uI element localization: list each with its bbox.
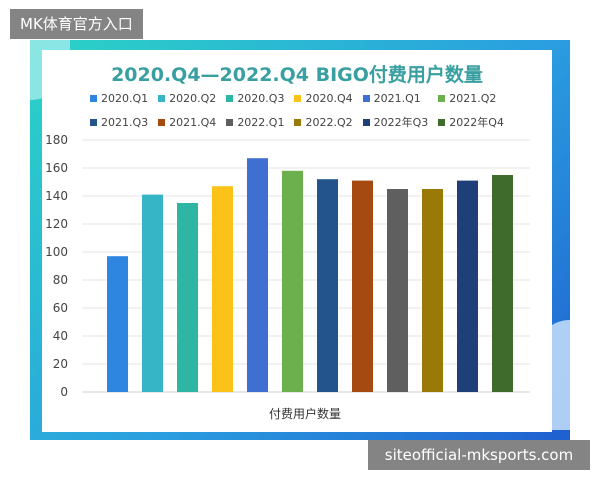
legend-label: 2020.Q3: [237, 92, 285, 105]
legend-item: 2022年Q4: [438, 114, 504, 130]
y-tick-label: 100: [45, 245, 68, 259]
legend-swatch: [294, 95, 302, 102]
legend-item: 2022.Q1: [226, 114, 284, 130]
watermark-bottom: siteofficial-mksports.com: [368, 440, 590, 470]
legend-item: 2020.Q2: [158, 92, 216, 105]
legend-item: 2022年Q3: [362, 114, 429, 130]
legend-swatch: [226, 118, 234, 126]
bar-2022.Q2: [422, 189, 443, 392]
legend-swatch: [90, 95, 97, 102]
legend-item: 2021.Q3: [90, 114, 148, 130]
legend-label: 2022.Q2: [305, 115, 353, 129]
y-tick-label: 160: [45, 161, 68, 175]
y-tick-label: 60: [53, 301, 68, 315]
legend-item: 2021.Q2: [438, 92, 504, 105]
legend-swatch: [438, 118, 446, 126]
legend-swatch: [294, 118, 302, 126]
bar-2021.Q3: [317, 179, 338, 392]
legend-label: 2022年Q4: [449, 116, 504, 129]
bar-2020.Q3: [177, 203, 198, 392]
watermark-top: MK体育官方入口: [10, 9, 143, 39]
bar-2020.Q4: [212, 186, 233, 392]
legend-label: 2021.Q3: [101, 115, 149, 129]
chart-title: 2020.Q4—2022.Q4 BIGO付费用户数量: [111, 64, 483, 86]
legend-item: 2020.Q3: [226, 92, 284, 105]
y-tick-label: 140: [45, 189, 68, 203]
legend-label: 2020.Q4: [305, 92, 353, 105]
bar-2021.Q4: [352, 180, 373, 392]
legend-swatch: [158, 95, 166, 102]
legend-swatch: [158, 118, 166, 126]
legend-item: 2020.Q1: [90, 92, 148, 105]
chart-legend: 2020.Q1 2020.Q2 2020.Q3 2020.Q4 2021.Q1 2021.…: [90, 92, 530, 130]
legend-item: 2021.Q1: [362, 92, 429, 105]
bar-2021.Q2: [282, 170, 303, 392]
y-tick-label: 0: [60, 385, 68, 399]
y-tick-label: 120: [45, 217, 68, 231]
y-tick-label: 40: [53, 329, 68, 343]
legend-swatch: [90, 118, 97, 126]
legend-swatch: [438, 95, 446, 102]
legend-swatch: [362, 95, 370, 102]
bar-2021.Q1: [247, 158, 268, 392]
legend-item: 2022.Q2: [294, 114, 353, 130]
legend-label: 2020.Q2: [169, 92, 217, 105]
y-tick-label: 80: [53, 273, 68, 287]
bar-2020.Q1: [107, 256, 128, 392]
legend-item: 2020.Q4: [294, 92, 353, 105]
bar-2022年Q3: [457, 180, 478, 392]
legend-item: 2021.Q4: [158, 114, 216, 130]
legend-label: 2022.Q1: [237, 115, 285, 129]
legend-swatch: [226, 95, 234, 102]
y-tick-label: 20: [53, 357, 68, 371]
x-axis-label: 付费用户数量: [269, 406, 341, 421]
bar-2020.Q2: [142, 194, 163, 392]
bar-2022.Q1: [387, 189, 408, 392]
legend-label: 2020.Q1: [101, 92, 149, 105]
y-tick-label: 180: [45, 133, 68, 147]
legend-label: 2021.Q4: [169, 115, 217, 129]
bar-2022年Q4: [492, 175, 513, 392]
legend-label: 2021.Q2: [449, 92, 497, 105]
legend-label: 2021.Q1: [373, 92, 421, 105]
legend-swatch: [362, 118, 370, 126]
legend-label: 2022年Q3: [373, 116, 429, 129]
